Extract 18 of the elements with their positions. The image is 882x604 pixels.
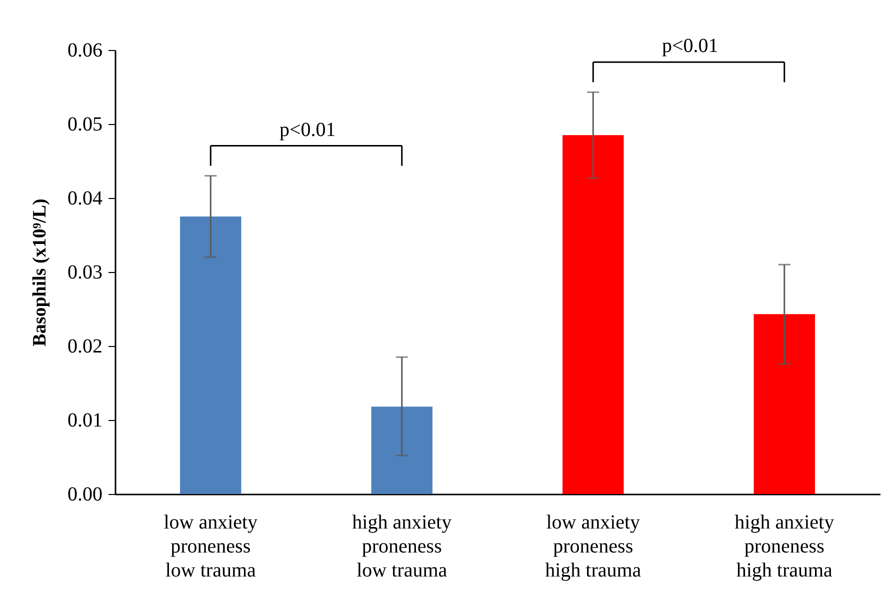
bar — [371, 406, 432, 494]
y-tick-label: 0.04 — [68, 188, 102, 210]
x-tick-label: low anxiety proneness low trauma — [164, 512, 258, 582]
x-tick-label: high anxiety proneness high trauma — [734, 512, 834, 582]
annotation: p<0.01 — [279, 118, 336, 141]
annotation: p<0.01 — [662, 35, 718, 58]
bar — [180, 216, 242, 494]
y-tick-label: 0.05 — [68, 114, 102, 136]
bar — [754, 314, 815, 494]
bar — [562, 135, 624, 494]
y-tick-label: 0.03 — [68, 262, 102, 284]
y-axis-title: Basophils (x10⁹/L) — [30, 198, 50, 346]
y-tick-label: 0.06 — [68, 40, 102, 62]
y-tick-label: 0.02 — [68, 336, 102, 358]
x-tick-label: low anxiety proneness high trauma — [545, 512, 642, 582]
y-tick-label: 0.01 — [68, 410, 102, 432]
x-tick-label: high anxiety proneness low trauma — [352, 512, 452, 582]
y-tick-label: 0.00 — [68, 484, 102, 506]
